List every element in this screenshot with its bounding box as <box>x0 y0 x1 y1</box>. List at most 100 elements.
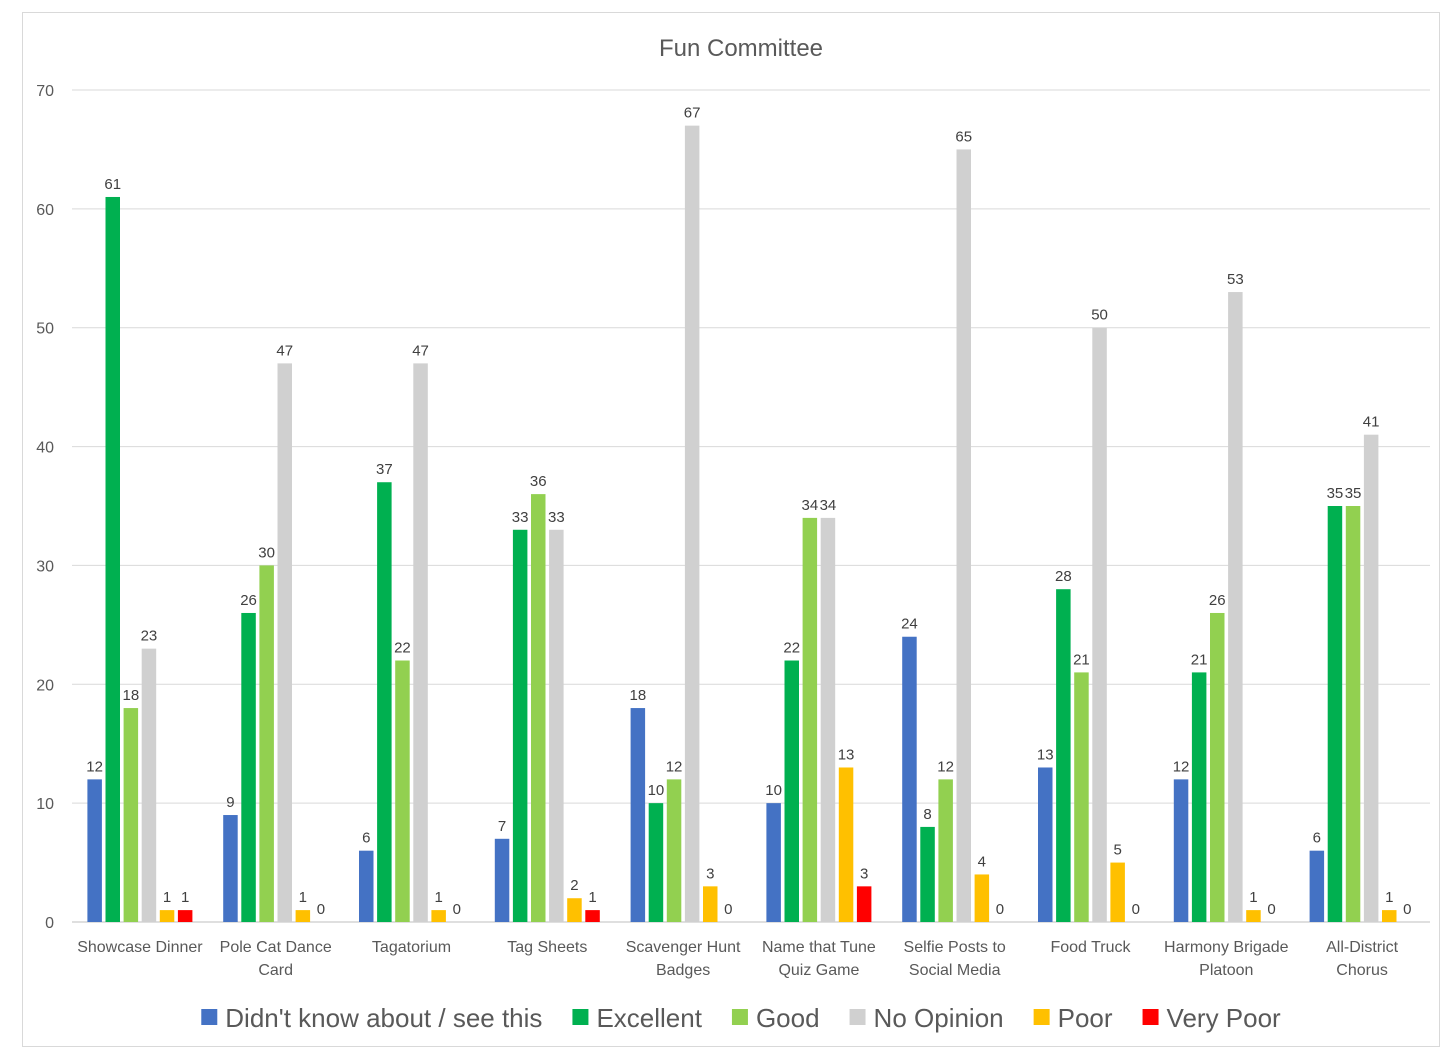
legend-label: Good <box>756 1003 820 1033</box>
y-tick-label: 10 <box>36 796 54 813</box>
category-label: Pole Cat Dance <box>220 939 332 956</box>
legend-label: Very Poor <box>1167 1003 1282 1033</box>
category-label: Tagatorium <box>372 939 451 956</box>
data-label: 12 <box>1173 758 1190 775</box>
gridlines <box>72 89 1430 923</box>
category-label: Showcase Dinner <box>77 939 203 956</box>
data-label: 10 <box>765 782 782 799</box>
bar <box>820 517 836 922</box>
category-label: Quiz Game <box>778 962 859 979</box>
data-label: 37 <box>376 461 393 478</box>
legend-item: Didn't know about / see this <box>201 1003 542 1033</box>
y-tick-label: 0 <box>45 915 54 932</box>
data-label: 10 <box>648 782 665 799</box>
bar <box>703 886 718 922</box>
bar <box>902 636 917 922</box>
data-label: 9 <box>226 794 234 811</box>
bar <box>1173 779 1189 922</box>
bars <box>87 125 1397 922</box>
data-label: 7 <box>498 818 506 835</box>
data-label: 22 <box>394 640 411 657</box>
bar <box>259 565 274 922</box>
data-label: 53 <box>1227 271 1244 288</box>
legend: Didn't know about / see this Excellent Goo… <box>201 1003 1281 1033</box>
data-label: 18 <box>123 687 140 704</box>
data-label: 0 <box>1132 901 1140 918</box>
legend-swatch <box>572 1009 589 1025</box>
bar <box>684 125 700 922</box>
data-label: 0 <box>996 901 1004 918</box>
bar <box>1210 612 1225 922</box>
data-label: 67 <box>684 105 701 122</box>
data-label: 0 <box>724 901 732 918</box>
legend-label: Didn't know about / see this <box>225 1003 542 1033</box>
legend-label: No Opinion <box>874 1003 1004 1033</box>
y-tick-label: 70 <box>36 83 54 100</box>
bar <box>974 874 990 922</box>
legend-item: Poor <box>1033 1003 1113 1033</box>
data-label: 3 <box>860 865 868 882</box>
bar <box>784 660 799 922</box>
data-label: 28 <box>1055 568 1072 585</box>
bar <box>648 803 664 922</box>
bar <box>359 850 374 922</box>
bar <box>1363 434 1379 922</box>
data-label: 1 <box>434 889 442 906</box>
bar <box>87 779 102 922</box>
x-axis: Showcase Dinner Pole Cat Dance Card Tagator… <box>77 939 1398 979</box>
data-label: 1 <box>1249 889 1257 906</box>
legend-swatch <box>731 1009 748 1025</box>
legend-item: No Opinion <box>849 1003 1004 1033</box>
data-label: 5 <box>1113 842 1121 859</box>
y-axis: 0 10 20 30 40 50 60 70 <box>36 83 54 932</box>
data-label: 8 <box>923 806 931 823</box>
bar <box>531 494 546 922</box>
bar <box>766 803 781 922</box>
category-label: Food Truck <box>1050 939 1131 956</box>
category-label: Name that Tune <box>762 939 876 956</box>
data-label: 6 <box>1313 830 1321 847</box>
category-label: Tag Sheets <box>507 939 587 956</box>
data-label: 1 <box>588 889 596 906</box>
bar <box>549 529 564 922</box>
legend-swatch <box>1142 1009 1159 1025</box>
legend-item: Excellent <box>572 1003 703 1033</box>
bar <box>494 838 510 922</box>
data-label: 18 <box>630 687 647 704</box>
bar <box>567 898 582 922</box>
data-label: 35 <box>1327 485 1344 502</box>
bar <box>666 779 682 922</box>
bar <box>1056 589 1071 922</box>
bar <box>802 517 818 922</box>
data-label: 1 <box>299 889 307 906</box>
category-label: Chorus <box>1336 962 1388 979</box>
data-label: 0 <box>453 901 461 918</box>
data-label: 6 <box>362 830 370 847</box>
category-label: Card <box>258 962 293 979</box>
y-tick-label: 50 <box>36 321 54 338</box>
data-label: 65 <box>955 128 972 145</box>
data-label: 35 <box>1345 485 1362 502</box>
data-label: 12 <box>937 758 954 775</box>
bar <box>512 529 528 922</box>
data-label: 23 <box>141 628 158 645</box>
bar <box>1074 672 1089 922</box>
bar <box>1327 506 1343 922</box>
bar <box>920 826 935 922</box>
bar <box>395 660 410 922</box>
category-label: Platoon <box>1199 962 1253 979</box>
bar <box>105 196 120 922</box>
bar <box>585 910 600 922</box>
bar <box>1092 327 1107 922</box>
data-label: 1 <box>181 889 189 906</box>
data-label: 22 <box>783 640 800 657</box>
bar <box>241 612 256 922</box>
bar <box>177 910 193 922</box>
data-label: 30 <box>258 544 275 561</box>
bar <box>1246 910 1261 922</box>
category-label: Badges <box>656 962 710 979</box>
data-label: 34 <box>802 497 819 514</box>
bar <box>159 910 175 922</box>
data-label: 41 <box>1363 414 1380 431</box>
data-label: 1 <box>163 889 171 906</box>
